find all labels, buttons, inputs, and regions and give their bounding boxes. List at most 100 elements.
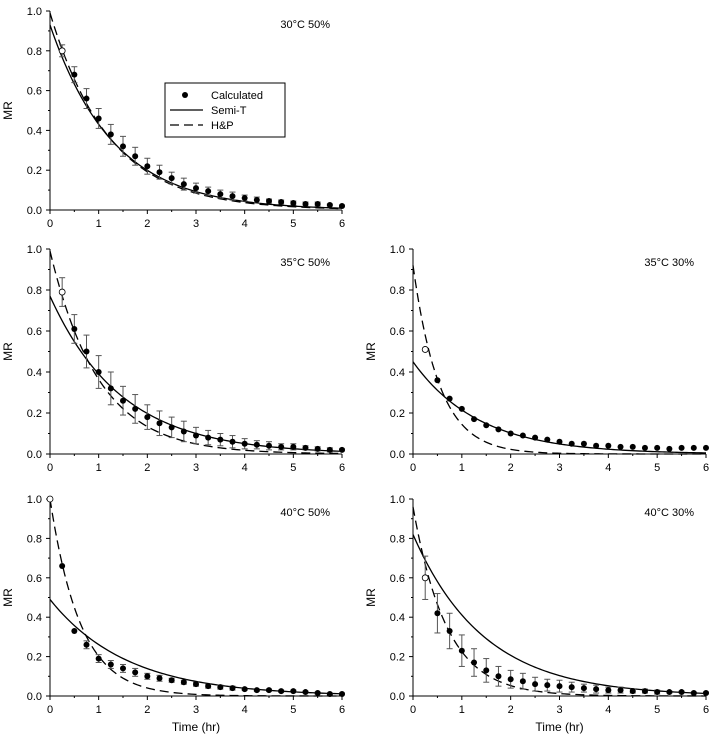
data-point <box>434 610 441 617</box>
data-point <box>132 405 139 412</box>
data-point <box>168 175 175 182</box>
x-tick-label: 5 <box>290 704 296 716</box>
data-point <box>290 688 297 695</box>
data-point <box>290 443 297 450</box>
data-point <box>193 681 199 688</box>
y-tick-label: 0.8 <box>390 533 405 545</box>
data-point <box>217 684 224 691</box>
data-point <box>241 195 248 202</box>
data-point <box>326 446 333 453</box>
data-point <box>168 424 175 431</box>
data-point <box>266 687 272 694</box>
data-point <box>229 685 236 692</box>
data-point <box>278 443 285 450</box>
data-point <box>629 688 636 695</box>
legend-label-hp: H&P <box>211 120 234 132</box>
chart-panel-5: 0.0 0.2 0.4 0.6 0.8 1.0 0 1 2 3 4 5 6 MR Time (hr) 40°C… <box>364 494 709 734</box>
data-point <box>58 288 66 296</box>
data-point <box>144 673 151 680</box>
data-point <box>678 689 685 696</box>
y-axis-title: MR <box>364 342 378 361</box>
y-tick-label: 0.0 <box>390 691 405 703</box>
data-point <box>107 131 114 138</box>
data-point <box>654 444 661 451</box>
x-tick-label: 2 <box>144 704 150 716</box>
data-point <box>46 495 54 503</box>
data-point <box>421 574 429 582</box>
data-point <box>241 686 248 693</box>
data-point <box>229 193 236 200</box>
x-axis-title: Time (hr) <box>535 720 583 734</box>
data-point <box>507 430 514 437</box>
data-point <box>302 689 309 696</box>
x-tick-label: 6 <box>339 704 345 716</box>
data-point <box>641 444 648 451</box>
data-point <box>507 676 514 683</box>
data-point <box>519 678 526 685</box>
data-point <box>605 687 612 694</box>
data-point <box>253 197 260 204</box>
data-point <box>666 689 673 696</box>
y-tick-label: 0.2 <box>390 408 405 420</box>
x-tick-label: 6 <box>703 462 709 474</box>
data-point <box>83 641 90 648</box>
panel-condition-label: 40°C 50% <box>280 507 330 519</box>
data-point <box>593 686 600 693</box>
legend: Calculated Semi-T H&P <box>164 82 286 138</box>
semi-t-curve <box>49 599 343 695</box>
hp-curve <box>412 506 706 697</box>
x-tick-label: 4 <box>605 704 611 716</box>
data-point <box>458 647 465 654</box>
data-point <box>446 395 453 402</box>
data-point <box>120 397 126 404</box>
data-point <box>703 444 709 451</box>
data-point <box>156 169 163 176</box>
data-point <box>253 687 260 694</box>
x-tick-label: 0 <box>47 218 53 230</box>
x-tick-label: 1 <box>459 704 465 716</box>
chart-panel-1: 0.0 0.2 0.4 0.6 0.8 1.0 0 1 2 3 4 5 6 MR 30°C 50% Calcu… <box>1 6 345 230</box>
x-tick-label: 2 <box>144 218 150 230</box>
data-point <box>59 562 66 569</box>
x-axis-title: Time (hr) <box>172 720 220 734</box>
y-tick-label: 0.2 <box>390 652 405 664</box>
data-point <box>421 346 429 353</box>
data-point <box>71 71 78 78</box>
data-point <box>339 691 345 698</box>
y-tick-label: 0.8 <box>390 285 405 297</box>
data-point <box>339 203 345 210</box>
y-tick-label: 0.8 <box>27 533 42 545</box>
data-point <box>605 442 612 449</box>
y-tick-label: 0.4 <box>27 367 42 379</box>
panel-condition-label: 40°C 30% <box>644 507 694 519</box>
y-tick-label: 1.0 <box>390 244 405 256</box>
data-point <box>495 673 502 680</box>
data-point <box>568 440 575 447</box>
data-point <box>107 661 114 668</box>
data-point <box>217 191 224 198</box>
data-point <box>120 665 126 672</box>
data-point <box>532 681 539 688</box>
data-point <box>156 675 163 682</box>
data-point <box>339 446 345 453</box>
y-tick-label: 0.8 <box>27 46 42 58</box>
x-tick-label: 0 <box>47 462 53 474</box>
x-tick-label: 6 <box>339 218 345 230</box>
x-tick-label: 0 <box>410 704 416 716</box>
y-tick-label: 0.6 <box>27 86 42 98</box>
x-tick-label: 3 <box>556 704 562 716</box>
data-point <box>690 690 697 697</box>
data-point <box>290 200 297 207</box>
x-tick-label: 5 <box>290 218 296 230</box>
data-point <box>556 683 563 690</box>
data-point <box>690 444 697 451</box>
data-point <box>180 181 187 188</box>
y-tick-label: 0.4 <box>27 125 42 137</box>
x-tick-label: 3 <box>193 218 199 230</box>
y-tick-label: 0.2 <box>27 652 42 664</box>
y-tick-label: 0.2 <box>27 408 42 420</box>
y-tick-label: 1.0 <box>27 494 42 506</box>
data-point <box>180 428 187 435</box>
y-tick-label: 0.0 <box>27 691 42 703</box>
data-point <box>95 115 102 122</box>
